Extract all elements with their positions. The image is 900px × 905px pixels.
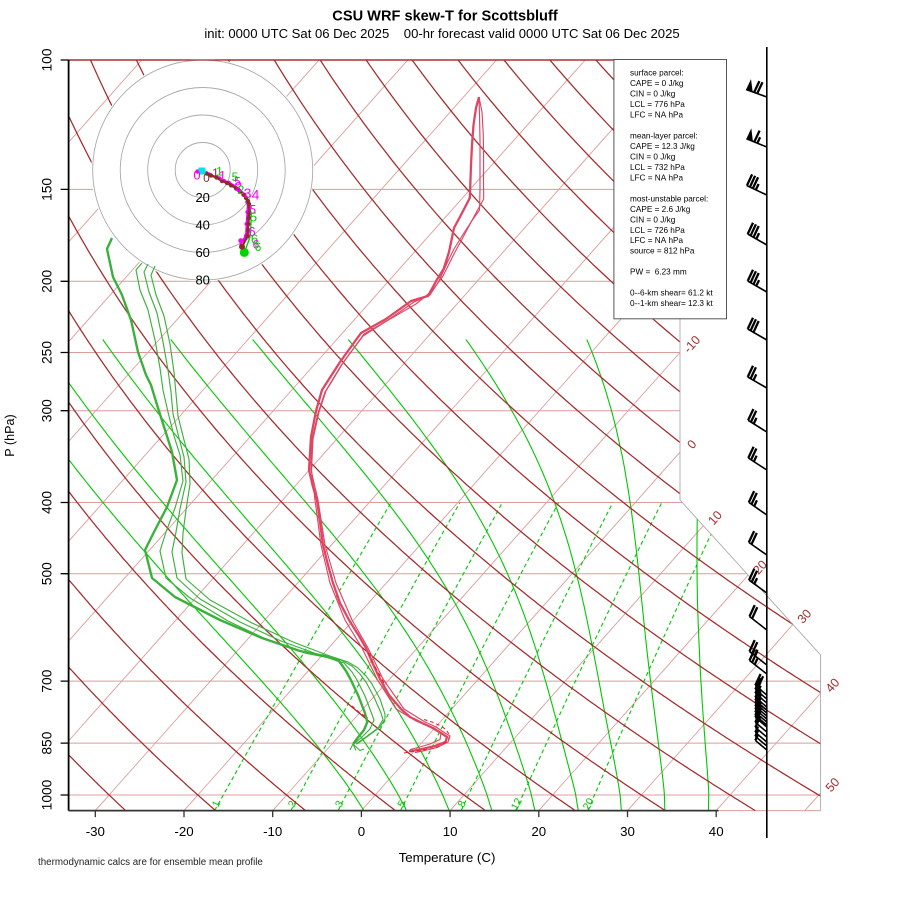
svg-text:0: 0 — [193, 168, 200, 183]
svg-text:10: 10 — [443, 824, 458, 839]
svg-text:20: 20 — [581, 796, 597, 812]
svg-text:-30: -30 — [86, 824, 105, 839]
svg-text:LFC = NA hPa: LFC = NA hPa — [630, 236, 683, 245]
svg-text:CIN = 0 J/kg: CIN = 0 J/kg — [630, 215, 676, 224]
svg-text:LCL = 726 hPa: LCL = 726 hPa — [630, 226, 685, 235]
svg-text:5: 5 — [395, 799, 408, 810]
svg-text:12: 12 — [509, 796, 525, 812]
svg-text:100: 100 — [40, 48, 55, 71]
svg-text:LCL = 776 hPa: LCL = 776 hPa — [630, 100, 685, 109]
svg-text:CIN = 0 J/kg: CIN = 0 J/kg — [630, 152, 676, 161]
svg-text:8: 8 — [456, 799, 469, 810]
svg-text:source = 812 hPa: source = 812 hPa — [630, 247, 695, 256]
svg-text:LFC = NA hPa: LFC = NA hPa — [630, 110, 683, 119]
svg-text:2: 2 — [286, 799, 299, 810]
svg-text:200: 200 — [40, 269, 55, 292]
svg-text:40: 40 — [195, 218, 209, 233]
svg-text:1: 1 — [219, 168, 226, 183]
svg-text:700: 700 — [40, 669, 55, 692]
svg-text:LFC = NA hPa: LFC = NA hPa — [630, 173, 683, 182]
svg-text:500: 500 — [40, 562, 55, 585]
svg-text:1: 1 — [216, 165, 223, 179]
svg-text:0: 0 — [358, 824, 365, 839]
svg-text:LCL = 732 hPa: LCL = 732 hPa — [630, 163, 685, 172]
svg-text:mean-layer parcel:: mean-layer parcel: — [630, 131, 698, 140]
svg-text:400: 400 — [40, 491, 55, 514]
svg-text:300: 300 — [40, 399, 55, 422]
svg-text:40: 40 — [709, 824, 724, 839]
svg-text:P (hPa): P (hPa) — [3, 414, 17, 456]
svg-text:80: 80 — [195, 273, 209, 288]
svg-text:850: 850 — [40, 731, 55, 754]
svg-text:CAPE = 2.6 J/kg: CAPE = 2.6 J/kg — [630, 205, 691, 214]
svg-text:CIN = 0 J/kg: CIN = 0 J/kg — [630, 89, 676, 98]
svg-text:6: 6 — [255, 240, 262, 254]
svg-text:CSU WRF skew-T for Scottsbluff: CSU WRF skew-T for Scottsbluff — [332, 9, 558, 25]
svg-text:60: 60 — [195, 245, 209, 260]
svg-text:CAPE = 12.3 J/kg: CAPE = 12.3 J/kg — [630, 142, 695, 151]
svg-text:3: 3 — [333, 799, 346, 810]
svg-text:5: 5 — [249, 202, 256, 217]
svg-text:0--1-km shear= 12.3 kt: 0--1-km shear= 12.3 kt — [630, 299, 713, 308]
svg-text:CAPE = 0 J/kg: CAPE = 0 J/kg — [630, 79, 684, 88]
svg-text:most-unstable parcel:: most-unstable parcel: — [630, 194, 708, 203]
svg-text:0--6-km shear= 61.2 kt: 0--6-km shear= 61.2 kt — [630, 289, 713, 298]
svg-text:1: 1 — [212, 166, 219, 180]
svg-text:5: 5 — [250, 210, 257, 225]
svg-text:-20: -20 — [174, 824, 193, 839]
svg-text:PW = 6.23 mm: PW = 6.23 mm — [630, 268, 687, 277]
svg-text:Temperature (C): Temperature (C) — [399, 850, 496, 865]
svg-text:150: 150 — [40, 178, 55, 201]
svg-text:1: 1 — [210, 799, 223, 810]
svg-text:3: 3 — [244, 185, 252, 201]
svg-text:30: 30 — [620, 824, 635, 839]
svg-text:6: 6 — [248, 224, 255, 239]
svg-text:init: 0000 UTC Sat 06 Dec 2025: init: 0000 UTC Sat 06 Dec 2025 00-hr for… — [204, 26, 679, 41]
svg-text:-10: -10 — [263, 824, 282, 839]
svg-text:20: 20 — [531, 824, 546, 839]
svg-text:20: 20 — [195, 190, 209, 205]
svg-text:250: 250 — [40, 341, 55, 364]
svg-text:2: 2 — [238, 183, 245, 197]
svg-text:6: 6 — [251, 232, 258, 247]
svg-text:6: 6 — [253, 238, 260, 252]
svg-text:4: 4 — [252, 187, 260, 203]
svg-text:thermodynamic calcs are for en: thermodynamic calcs are for ensemble mea… — [38, 857, 263, 868]
svg-text:surface parcel:: surface parcel: — [630, 68, 684, 77]
svg-text:0: 0 — [203, 171, 210, 185]
svg-text:5: 5 — [234, 175, 241, 189]
svg-text:1000: 1000 — [40, 779, 55, 810]
svg-text:2: 2 — [235, 179, 242, 194]
svg-text:5: 5 — [232, 170, 239, 184]
